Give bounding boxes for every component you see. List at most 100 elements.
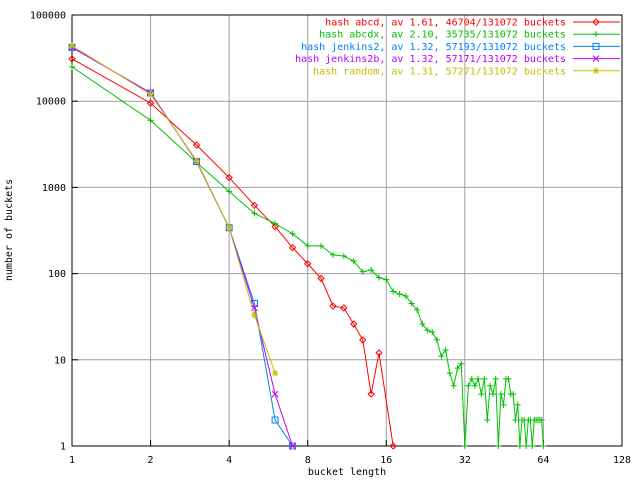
data-point (147, 117, 154, 124)
data-point (489, 391, 496, 398)
data-point (495, 443, 502, 449)
data-point (251, 312, 258, 319)
data-point (414, 306, 421, 313)
data-point (424, 327, 431, 334)
x-tick-label: 2 (148, 455, 154, 466)
data-point (390, 288, 397, 295)
data-point (350, 258, 357, 265)
data-point (226, 188, 233, 195)
legend-marker (592, 55, 600, 62)
data-point (497, 391, 504, 398)
legend-marker (592, 42, 600, 50)
data-point (468, 375, 475, 382)
y-tick-label: 100000 (30, 11, 66, 22)
x-axis-label: bucket length (308, 467, 386, 478)
y-tick-label: 1000 (42, 183, 66, 194)
y-tick-label: 100 (48, 269, 66, 280)
data-point (450, 382, 457, 389)
data-point (251, 210, 258, 217)
data-point (433, 336, 440, 343)
data-point (487, 382, 494, 389)
data-point (272, 220, 279, 227)
data-point (442, 346, 449, 353)
data-point (359, 336, 367, 344)
x-tick-label: 128 (613, 455, 631, 466)
y-axis-label: number of buckets (4, 179, 15, 281)
data-point (446, 370, 453, 377)
data-point (271, 390, 279, 398)
data-point (330, 251, 337, 258)
data-point (540, 443, 547, 449)
data-point (226, 224, 233, 231)
data-point (340, 253, 347, 260)
data-point (458, 360, 465, 367)
data-point (408, 300, 415, 307)
data-point (340, 304, 348, 312)
data-point (383, 276, 390, 283)
data-point (461, 443, 468, 449)
data-point (514, 401, 521, 408)
data-point (512, 417, 519, 424)
x-tick-label: 8 (305, 455, 311, 466)
legend-marker (592, 18, 600, 26)
data-point (271, 222, 279, 231)
data-point (481, 375, 488, 382)
legend-label: hash random, av 1.31, 57271/131072 bucke… (313, 66, 566, 77)
series-line (71, 47, 294, 447)
data-point (329, 302, 337, 310)
data-point (304, 242, 311, 249)
data-point (389, 442, 397, 450)
data-point (438, 353, 445, 360)
data-point (492, 375, 499, 382)
data-point (375, 349, 383, 357)
data-point (419, 321, 426, 328)
y-tick-label: 10000 (36, 97, 66, 108)
data-point (68, 55, 76, 63)
data-point (272, 370, 279, 377)
data-point (271, 416, 279, 424)
data-point (288, 243, 297, 252)
data-point (69, 63, 75, 70)
data-point (289, 442, 296, 450)
data-point (250, 201, 259, 210)
data-point (478, 391, 485, 398)
data-point (484, 417, 491, 424)
data-point (475, 375, 482, 382)
data-point (375, 274, 382, 281)
data-point (289, 230, 296, 237)
data-point (193, 157, 200, 164)
legend-marker (593, 67, 599, 74)
x-tick-label: 32 (459, 455, 471, 466)
data-point (318, 242, 325, 249)
legend-label: hash jenkins2, av 1.32, 57193/131072 buc… (301, 42, 566, 53)
data-point (368, 267, 375, 274)
data-point (538, 417, 545, 424)
legend-label: hash jenkins2b, av 1.32, 57171/131072 bu… (295, 54, 566, 65)
data-point (516, 443, 523, 449)
data-point (367, 390, 375, 398)
data-point (289, 442, 297, 450)
x-tick-label: 64 (537, 455, 549, 466)
data-point (500, 401, 507, 408)
series-line (71, 45, 276, 374)
data-point (69, 42, 75, 49)
data-point (147, 91, 154, 98)
x-tick-label: 4 (226, 455, 232, 466)
data-point (472, 382, 479, 389)
data-point (317, 274, 325, 283)
data-point (523, 443, 530, 449)
series-line (71, 58, 394, 447)
data-point (349, 320, 358, 328)
y-tick-label: 1 (60, 442, 66, 453)
x-tick-label: 16 (380, 455, 392, 466)
legend-label: hash abcd, av 1.61, 46704/131072 buckets (325, 18, 566, 29)
legend-marker (593, 31, 599, 38)
data-point (465, 382, 472, 389)
data-point (225, 173, 233, 182)
data-point (510, 391, 517, 398)
data-point (193, 157, 201, 165)
data-point (529, 443, 536, 449)
data-point (192, 141, 201, 149)
data-point (402, 292, 409, 299)
data-point (225, 224, 233, 232)
